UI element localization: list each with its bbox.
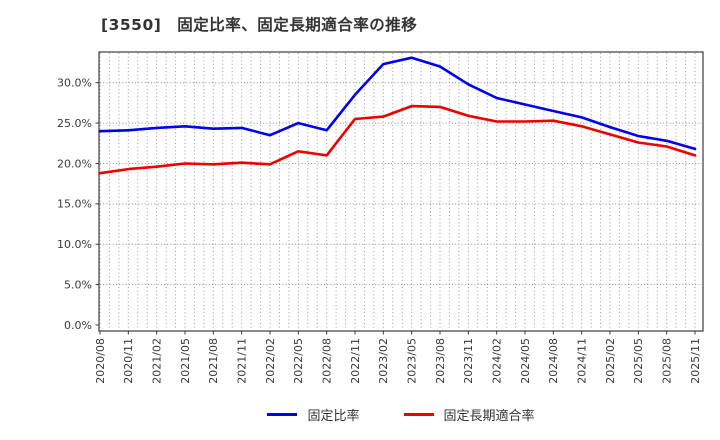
x-tick-label: 2022/11 xyxy=(349,338,362,384)
x-tick-label: 2025/05 xyxy=(632,338,645,384)
x-tick-label: 2022/08 xyxy=(320,338,333,384)
x-tick-label: 2024/11 xyxy=(575,338,588,384)
y-tick-label: 5.0% xyxy=(64,278,92,291)
legend-item-fixed-ratio: 固定比率 xyxy=(267,405,360,424)
x-tick-label: 2022/02 xyxy=(264,338,277,384)
legend-item-fixed-long-term-ratio: 固定長期適合率 xyxy=(403,405,535,424)
y-tick-label: 20.0% xyxy=(57,157,92,170)
fixed-long-term-ratio-line xyxy=(98,104,697,175)
fixed-ratio-line xyxy=(98,56,697,151)
x-tick-label: 2024/05 xyxy=(519,338,532,384)
x-tick-label: 2020/11 xyxy=(122,338,135,384)
chart-title: [3550] 固定比率、固定長期適合率の推移 xyxy=(101,16,418,34)
x-tick-label: 2025/08 xyxy=(660,338,673,384)
x-tick-label: 2024/02 xyxy=(490,338,503,384)
x-tick-label: 2023/02 xyxy=(377,338,390,384)
y-tick-label: 30.0% xyxy=(57,76,92,89)
x-tick-label: 2022/05 xyxy=(292,338,305,384)
x-tick-label: 2021/11 xyxy=(235,338,248,384)
x-tick-label: 2023/11 xyxy=(462,338,475,384)
x-tick-label: 2025/02 xyxy=(604,338,617,384)
legend-swatch-fixed-ratio xyxy=(267,413,298,416)
x-tick-label: 2025/11 xyxy=(689,338,702,384)
x-tick-label: 2021/05 xyxy=(179,338,192,384)
x-tick-label: 2021/02 xyxy=(150,338,163,384)
chart-legend: 固定比率 固定長期適合率 xyxy=(99,405,703,424)
legend-label-fixed-ratio: 固定比率 xyxy=(307,409,360,424)
x-tick-label: 2023/05 xyxy=(405,338,418,384)
plot-frame xyxy=(98,51,704,332)
x-tick-label: 2020/08 xyxy=(94,338,107,384)
x-tick-label: 2021/08 xyxy=(207,338,220,384)
x-tick-label: 2023/08 xyxy=(434,338,447,384)
x-tick-label: 2024/08 xyxy=(547,338,560,384)
y-tick-label: 25.0% xyxy=(57,117,92,130)
y-tick-label: 0.0% xyxy=(64,319,92,332)
legend-swatch-fixed-long-term-ratio xyxy=(403,413,434,416)
y-tick-label: 15.0% xyxy=(57,198,92,211)
legend-label-fixed-long-term-ratio: 固定長期適合率 xyxy=(443,409,535,424)
y-tick-label: 10.0% xyxy=(57,238,92,251)
